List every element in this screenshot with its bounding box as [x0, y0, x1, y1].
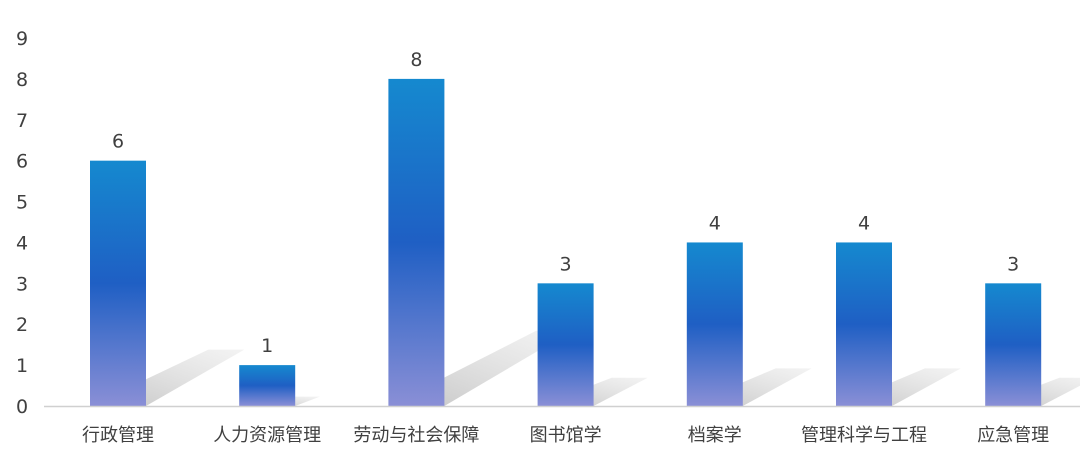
data-label: 3: [560, 253, 572, 275]
y-tick-label: 4: [16, 232, 28, 254]
bar: [836, 242, 892, 406]
y-tick-label: 7: [16, 110, 28, 132]
bar: [537, 283, 594, 406]
bar: [686, 242, 743, 406]
y-tick-label: 9: [16, 28, 28, 50]
data-label: 6: [112, 131, 124, 153]
x-tick-label: 人力资源管理: [213, 425, 321, 446]
x-tick-label: 应急管理: [977, 425, 1049, 446]
data-label: 3: [1007, 253, 1019, 275]
x-tick-label: 管理科学与工程: [801, 425, 927, 446]
y-tick-label: 8: [16, 69, 28, 91]
data-label: 4: [858, 212, 870, 234]
y-tick-label: 2: [16, 314, 28, 336]
data-label: 1: [261, 335, 273, 357]
y-tick-label: 0: [16, 396, 28, 418]
y-tick-label: 1: [16, 355, 28, 377]
bar: [388, 78, 445, 406]
bar: [985, 283, 1042, 406]
data-label: 4: [709, 212, 721, 234]
bar: [239, 365, 296, 406]
y-tick-label: 6: [16, 151, 28, 173]
x-tick-label: 档案学: [688, 425, 742, 446]
data-label: 8: [410, 49, 422, 71]
x-tick-label: 行政管理: [82, 425, 154, 446]
x-tick-label: 图书馆学: [530, 425, 602, 446]
y-tick-label: 3: [16, 273, 28, 295]
bar: [90, 160, 146, 406]
y-tick-label: 5: [16, 192, 28, 214]
x-tick-label: 劳动与社会保障: [353, 425, 479, 446]
